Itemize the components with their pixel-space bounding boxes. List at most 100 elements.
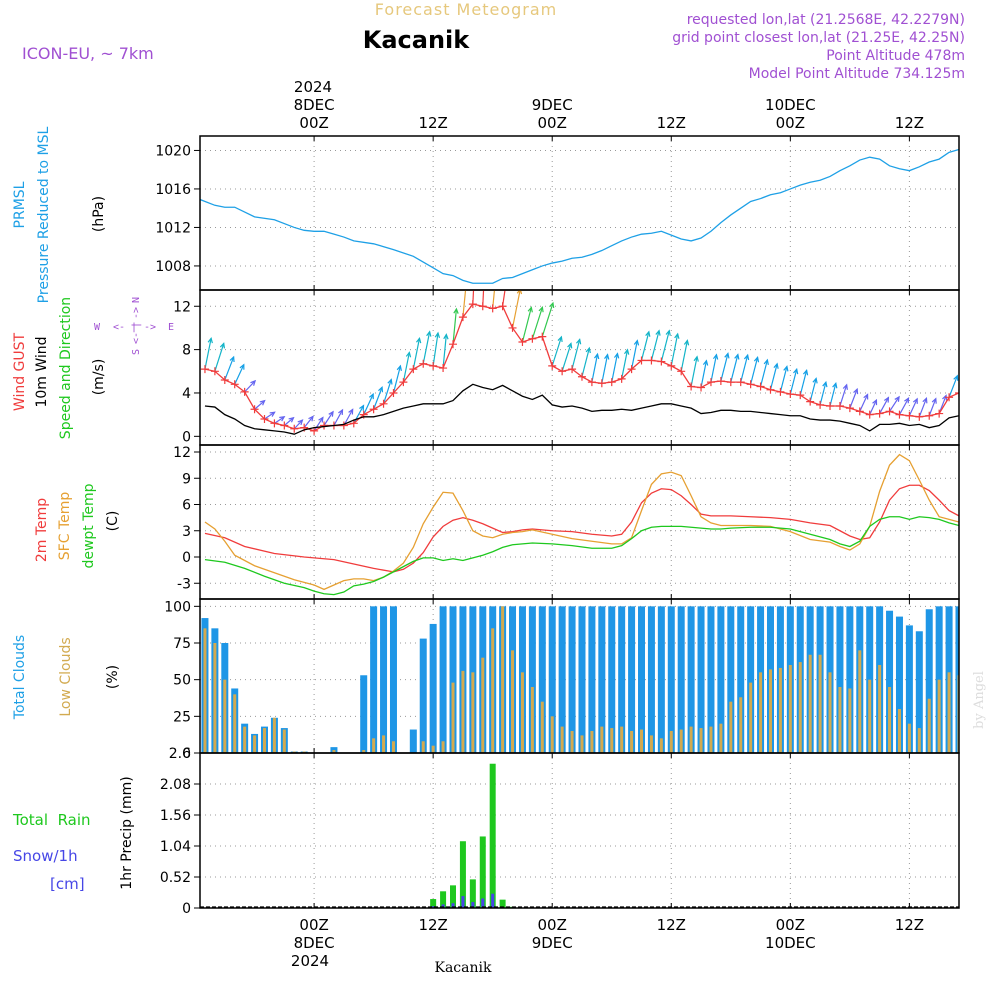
y-tick-label: 0 (182, 901, 191, 917)
gust-marker (806, 397, 815, 406)
wind-arrow (660, 330, 670, 362)
gust-marker (607, 378, 616, 387)
wind-arrow (442, 334, 447, 369)
wind-arrowhead (426, 330, 432, 337)
low-cloud-bar (749, 682, 753, 753)
wind-arrow (402, 352, 410, 383)
wind-arrowhead (912, 397, 918, 404)
total-cloud-bar (955, 606, 959, 753)
snow-bar (471, 902, 475, 908)
low-cloud-bar (798, 662, 802, 753)
low-cloud-bar (372, 738, 376, 753)
wind-arrow (561, 343, 572, 372)
total-cloud-bar (370, 606, 378, 753)
wind-arrow (373, 387, 383, 410)
total-cloud-bar (588, 606, 596, 753)
low-cloud-bar (759, 672, 763, 753)
gust-marker (379, 399, 388, 408)
low-cloud-bar (838, 687, 842, 753)
gust-marker (855, 407, 864, 416)
y-tick-label: 4 (182, 386, 191, 402)
low-cloud-bar (927, 698, 931, 753)
low-cloud-bar (431, 745, 435, 753)
gust-marker (647, 356, 656, 365)
wind-arrowhead (674, 332, 680, 339)
low-cloud-bar (213, 643, 217, 753)
gust-marker (339, 421, 348, 430)
wind-arrowhead (494, 267, 498, 272)
total-cloud-bar (677, 606, 685, 753)
top-time-label: 12Z (657, 114, 686, 132)
wind-arrow (690, 356, 698, 387)
gust-marker (538, 332, 547, 341)
wind-arrowhead (259, 399, 266, 406)
total-cloud-bar (717, 606, 725, 753)
total-cloud-bar (389, 606, 397, 753)
total-cloud-bar (598, 606, 606, 753)
wind-arrow (234, 364, 245, 385)
gust-marker (439, 364, 448, 373)
prmsl-label: PRMSL (12, 181, 28, 228)
bottom-time-label: 12Z (895, 916, 924, 934)
bottom-time-label: 12Z (657, 916, 686, 934)
total-cloud-bar (647, 606, 655, 753)
hpa-unit-label: (hPa) (91, 196, 107, 232)
pct-unit-label: (%) (105, 665, 121, 689)
series-line-dewpt-temp (204, 516, 959, 596)
rain-bar (469, 879, 476, 908)
bottom-time-label: 12Z (418, 916, 447, 934)
wind-arrowhead (863, 393, 869, 400)
series-line-prmsl (200, 148, 959, 284)
wind-arrow (710, 354, 718, 383)
y-tick-label: 9 (182, 471, 191, 487)
gust-marker (250, 405, 259, 414)
wind-arrow (928, 398, 937, 416)
c-unit-label: (C) (105, 511, 121, 532)
low-cloud-bar (699, 728, 703, 753)
gust-marker (657, 357, 666, 366)
gust-marker (558, 367, 567, 376)
low-cloud-bar (272, 717, 276, 753)
snow-bar (461, 896, 465, 908)
y-tick-label: 0.52 (160, 870, 191, 886)
low-cloud-bar (818, 654, 822, 753)
gust-marker (230, 380, 239, 389)
wind-arrowhead (359, 404, 365, 411)
wind-arrow (581, 347, 590, 377)
wind-arrow (640, 331, 650, 361)
forecast-meteogram-watermark: Forecast Meteogram (375, 0, 557, 19)
y-tick-label: 1.04 (160, 839, 191, 855)
panel-content (200, 148, 959, 284)
y-tick-label: 3 (182, 524, 191, 540)
wind-arrowhead (443, 333, 449, 340)
y-tick-label: 100 (164, 599, 191, 615)
gust-marker (716, 377, 725, 386)
panel-prmsl: 1008 1012 1016 1020 (155, 135, 960, 291)
gust-marker (935, 409, 944, 418)
wind-arrowhead (693, 355, 699, 362)
wind-arrowhead (473, 259, 477, 264)
wind-arrow (462, 290, 467, 318)
gust-marker (577, 372, 586, 381)
low-cloud-bar (937, 679, 941, 753)
panel-content (201, 606, 959, 753)
wind-arrowhead (872, 398, 878, 406)
low-cloud-bar (233, 694, 237, 753)
top-date-label: 8DEC (294, 96, 335, 114)
low-cloud-bar (858, 650, 862, 753)
wind-arrowhead (822, 380, 828, 388)
low-cloud-bar (679, 729, 683, 753)
low-cloud-bar (630, 731, 634, 753)
top-date-label: 9DEC (532, 96, 573, 114)
wind-arrow (630, 340, 638, 370)
svg-text:->: -> (131, 307, 142, 319)
gust-marker (508, 323, 517, 332)
total-cloud-bar (737, 606, 745, 753)
gust-marker (210, 367, 219, 376)
wind-arrowhead (802, 368, 809, 376)
total-cloud-bar (935, 606, 943, 753)
gust-marker (637, 356, 646, 365)
wind-arrow (472, 290, 475, 305)
low-cloud-bar (501, 606, 505, 753)
speed-dir-label: Speed and Direction (58, 297, 74, 439)
